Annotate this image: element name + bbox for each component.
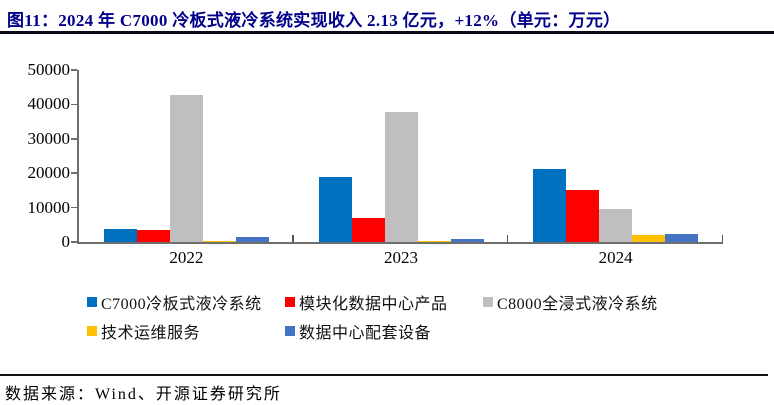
bar-2022-series-0 (103, 228, 137, 242)
bar-2022-series-1 (136, 230, 170, 242)
bar-2023-series-1 (351, 218, 385, 242)
y-axis-labels: 0 10000 20000 30000 40000 50000 (0, 61, 71, 251)
legend-swatch-icon (285, 325, 295, 336)
bar-2024-series-4 (665, 234, 699, 242)
legend-label: 数据中心配套设备 (299, 324, 432, 342)
legend-item-series-4: 数据中心配套设备 (285, 321, 483, 342)
y-tick-mark (71, 103, 77, 106)
y-tick-mark (71, 206, 77, 209)
bar-2022-series-4 (235, 236, 269, 242)
plot-area: 2022 2023 2024 (71, 69, 723, 267)
legend-label: 技术运维服务 (101, 324, 201, 342)
bar-chart: 0 10000 20000 30000 40000 50000 2022 2023 2024 (0, 61, 723, 267)
y-tick-label: 30000 (27, 128, 71, 148)
source-text: 数据来源：Wind、开源证券研究所 (5, 386, 282, 403)
y-tick-label: 50000 (27, 60, 71, 79)
x-tick-mark (721, 235, 723, 242)
figure-title: 图11：2024 年 C7000 冷板式液冷系统实现收入 2.13 亿元，+12… (7, 11, 621, 30)
title-rule (0, 31, 774, 34)
bar-2023-series-4 (450, 238, 484, 242)
legend-swatch-icon (285, 296, 295, 307)
legend-label: C8000全浸式液冷系统 (497, 295, 658, 313)
legend-swatch-icon (87, 325, 97, 336)
legend-item-series-1: 模块化数据中心产品 (285, 292, 483, 313)
x-tick-label: 2023 (384, 248, 418, 267)
y-tick-label: 40000 (27, 94, 71, 114)
bar-2024-series-3 (632, 235, 666, 242)
legend-item-series-3: 技术运维服务 (87, 321, 285, 342)
legend-swatch-icon (87, 296, 97, 307)
legend-item-series-2: C8000全浸式液冷系统 (483, 292, 727, 313)
legend-swatch-icon (483, 296, 493, 307)
bar-2024-series-0 (533, 168, 567, 242)
bar-2024-series-2 (599, 208, 633, 242)
y-tick-label: 0 (61, 232, 71, 251)
bar-2024-series-1 (566, 190, 600, 242)
x-tick-mark (292, 235, 294, 242)
y-tick-label: 10000 (27, 197, 71, 217)
source-rule (0, 374, 768, 376)
legend-label: C7000冷板式液冷系统 (101, 295, 262, 313)
bar-2022-series-3 (202, 240, 236, 242)
y-tick-mark (71, 138, 77, 140)
y-tick-label: 20000 (27, 163, 71, 183)
bar-2023-series-2 (384, 111, 418, 242)
bar-2022-series-2 (169, 94, 203, 242)
x-tick-mark (506, 235, 509, 242)
y-tick-mark (71, 241, 77, 243)
legend-label: 模块化数据中心产品 (299, 295, 448, 313)
chart-legend: C7000冷板式液冷系统 模块化数据中心产品 C8000全浸式液冷系统技术运维服务 数… (87, 292, 727, 342)
x-tick-label: 2022 (169, 248, 204, 267)
bar-2023-series-3 (417, 240, 451, 242)
bar-2023-series-0 (318, 176, 352, 242)
y-tick-mark (71, 172, 77, 174)
legend-item-series-0: C7000冷板式液冷系统 (87, 292, 285, 313)
x-tick-label: 2024 (598, 248, 633, 267)
y-tick-mark (71, 69, 77, 71)
